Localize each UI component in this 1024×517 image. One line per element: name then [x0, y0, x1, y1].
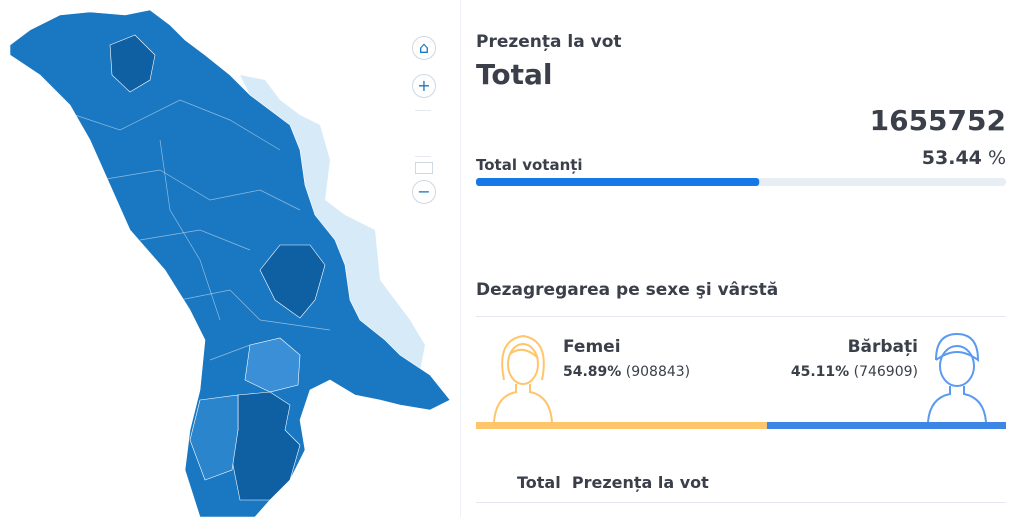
female-label: Femei [563, 337, 621, 357]
map-borders [59, 99, 331, 361]
divider [476, 316, 1006, 317]
male-stats: 45.11% (746909) [791, 364, 918, 380]
turnout-bar-fill [476, 178, 760, 186]
panel [460, 0, 1024, 517]
column-header: Prezența la vot [571, 473, 709, 492]
female-bar [476, 422, 767, 429]
divider [476, 502, 1006, 503]
map-region [259, 244, 326, 319]
zoom-in-button[interactable]: + [412, 74, 436, 98]
subtitle: Prezența la vot [476, 32, 622, 52]
male-label: Bărbați [847, 337, 918, 357]
zoom-slider[interactable] [415, 162, 433, 174]
female-percent: 54.89% [563, 364, 622, 380]
male-percent: 45.11% [790, 364, 850, 380]
map-country [9, 9, 451, 517]
map-region [109, 34, 156, 93]
map-region-east [240, 75, 425, 370]
zoom-out-button[interactable]: − [412, 180, 436, 204]
title: Total [476, 58, 553, 91]
table-header: Total Prezența la vot [517, 473, 709, 492]
column-header: Total [517, 473, 561, 492]
female-icon [493, 334, 553, 422]
map [9, 9, 451, 517]
turnout-bar [476, 178, 1006, 186]
percent-unit: % [987, 147, 1006, 169]
male-count: (746909) [853, 364, 918, 380]
female-count: (908843) [625, 364, 691, 380]
gender-bar [476, 422, 1006, 429]
male-bar [766, 422, 1006, 429]
map-region [244, 337, 301, 393]
zoom-track [415, 110, 431, 157]
male-icon [927, 332, 987, 422]
female-stats: 54.89% (908843) [563, 364, 690, 380]
turnout-count: 1655752 [869, 104, 1006, 137]
turnout-percent-value: 53.44 [921, 147, 982, 169]
turnout-percent: 53.44 % [922, 147, 1006, 169]
section-title: Dezagregarea pe sexe şi vârstă [476, 280, 779, 300]
home-button[interactable]: ⌂ [412, 36, 436, 60]
map-region [189, 394, 239, 481]
turnout-label: Total votanți [476, 156, 583, 174]
